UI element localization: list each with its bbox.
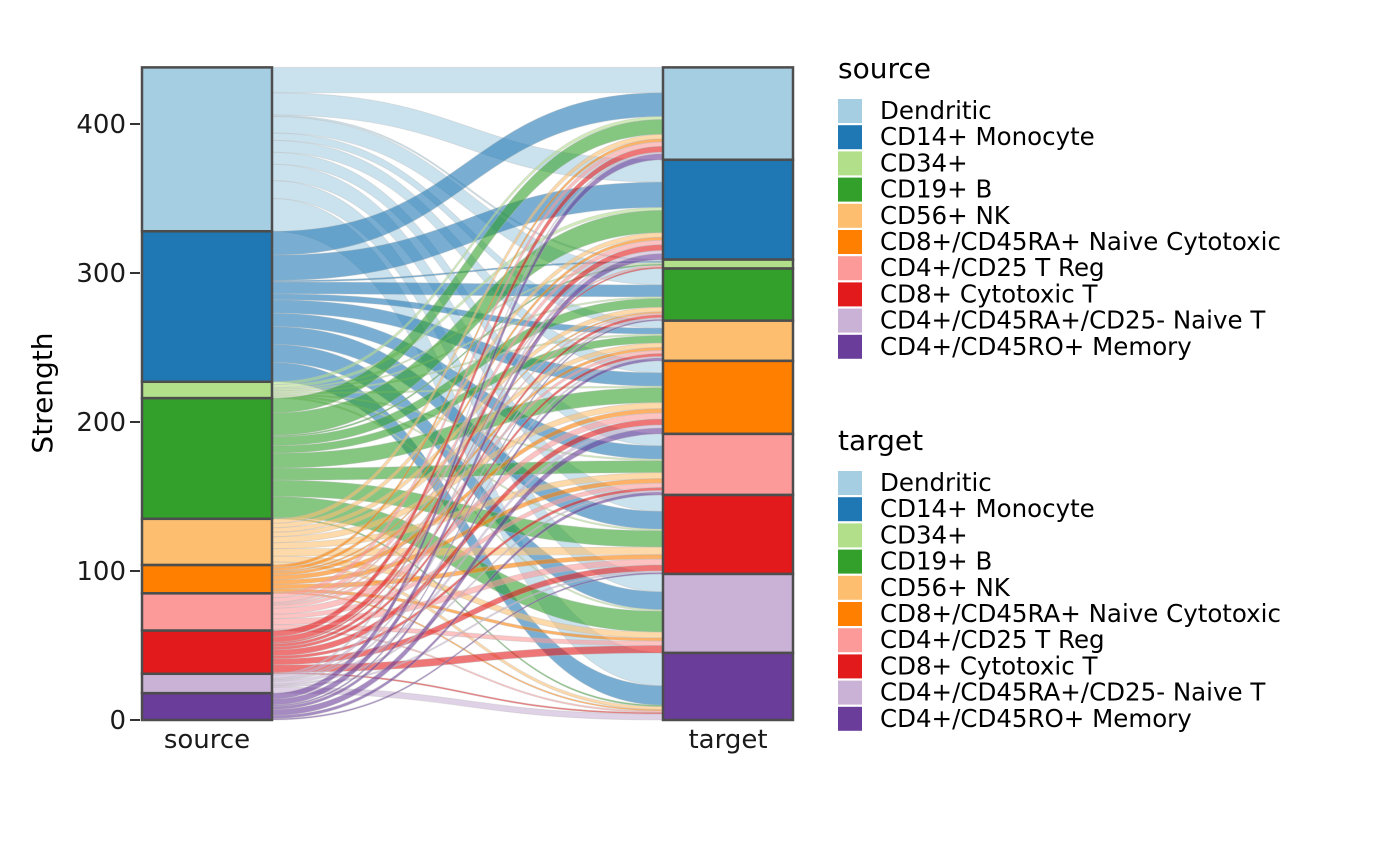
legend-target-label-cd14-monocyte: CD14+ Monocyte: [880, 494, 1095, 523]
legend-source-label-cd4-cd45ro-memory: CD4+/CD45RO+ Memory: [880, 332, 1192, 361]
legend-title-source: source: [838, 52, 931, 85]
source-stratum-dendritic: [140, 66, 274, 233]
legend-target-label-cd8-cd45ra-naive-cytotoxic: CD8+/CD45RA+ Naive Cytotoxic: [880, 599, 1281, 628]
legend-target-label-cd56-nk: CD56+ NK: [880, 573, 1011, 602]
legend-source-key-cd4-cd45ra-cd25-naive-t: [838, 308, 862, 333]
y-tick-label: 400: [76, 110, 126, 140]
legend-source-key-cd19-b: [838, 177, 862, 202]
legend-title-target: target: [838, 424, 923, 457]
legend-target-key-cd4-cd45ro-memory: [838, 706, 862, 731]
target-stratum-cd4-cd25-t-reg: [661, 432, 795, 497]
legend-source-label-cd8-cd45ra-naive-cytotoxic: CD8+/CD45RA+ Naive Cytotoxic: [880, 227, 1281, 256]
y-tick-label: 0: [109, 706, 126, 736]
legend-source-label-cd4-cd25-t-reg: CD4+/CD25 T Reg: [880, 253, 1105, 282]
target-stratum-cd34: [661, 258, 795, 270]
source-stratum-cd56-nk: [140, 517, 274, 567]
legend-target-label-cd34: CD34+: [880, 520, 968, 549]
source-stratum-cd19-b: [140, 396, 274, 521]
legend-source-label-cd19-b: CD19+ B: [880, 175, 992, 204]
legend-source-key-cd14-monocyte: [838, 125, 862, 150]
legend-source-key-cd4-cd45ro-memory: [838, 334, 862, 359]
source-stratum-cd8-cytotoxic-t: [140, 629, 274, 676]
legend-source-label-cd4-cd45ra-cd25-naive-t: CD4+/CD45RA+/CD25- Naive T: [880, 306, 1266, 335]
legend-target-label-cd19-b: CD19+ B: [880, 547, 992, 576]
legend-target-key-cd4-cd45ra-cd25-naive-t: [838, 680, 862, 705]
target-stratum-cd4-cd45ra-cd25-naive-t: [661, 572, 795, 655]
x-tick-label-source: source: [164, 725, 250, 755]
flow-dendritic-to-dendritic: [271, 66, 664, 94]
legend-source-label-cd8-cytotoxic-t: CD8+ Cytotoxic T: [880, 279, 1098, 308]
legend-target-key-cd14-monocyte: [838, 497, 862, 522]
strata-layer: [140, 66, 795, 722]
legend-source-label-cd56-nk: CD56+ NK: [880, 201, 1011, 230]
legend-target-key-cd56-nk: [838, 575, 862, 600]
legend-target-key-cd8-cytotoxic-t: [838, 654, 862, 679]
legend-source-key-dendritic: [838, 99, 862, 123]
target-stratum-cd8-cd45ra-naive-cytotoxic: [661, 359, 795, 436]
legend-target-key-cd19-b: [838, 549, 862, 574]
legend-target-label-dendritic: Dendritic: [880, 468, 992, 497]
source-stratum-cd4-cd45ra-cd25-naive-t: [140, 672, 274, 695]
y-tick-label: 300: [76, 259, 126, 289]
legend-target-key-dendritic: [838, 471, 862, 495]
legend-target-key-cd34: [838, 523, 862, 548]
legend-source-key-cd4-cd25-t-reg: [838, 256, 862, 281]
source-stratum-cd4-cd45ro-memory: [140, 691, 274, 722]
legend-source-key-cd8-cytotoxic-t: [838, 282, 862, 307]
target-stratum-cd56-nk: [661, 319, 795, 363]
legend-target-label-cd8-cytotoxic-t: CD8+ Cytotoxic T: [880, 651, 1098, 680]
target-stratum-dendritic: [661, 66, 795, 162]
y-axis-title: Strength: [26, 332, 59, 453]
legend-source-key-cd34: [838, 151, 862, 176]
y-axis: source target 0 100 200 300 400 Strength: [26, 110, 768, 755]
legend-target-key-cd8-cd45ra-naive-cytotoxic: [838, 602, 862, 626]
legend-source-label-cd14-monocyte: CD14+ Monocyte: [880, 122, 1095, 151]
source-stratum-cd8-cd45ra-naive-cytotoxic: [140, 563, 274, 595]
legend-target-label-cd4-cd25-t-reg: CD4+/CD25 T Reg: [880, 625, 1105, 654]
x-tick-label-target: target: [688, 725, 767, 755]
flows-layer: [271, 66, 664, 721]
legend-target-label-cd4-cd45ro-memory: CD4+/CD45RO+ Memory: [880, 704, 1192, 733]
source-stratum-cd4-cd25-t-reg: [140, 592, 274, 632]
y-tick-label: 200: [76, 408, 126, 438]
source-stratum-cd34: [140, 380, 274, 400]
legend-target-key-cd4-cd25-t-reg: [838, 628, 862, 653]
target-stratum-cd4-cd45ro-memory: [661, 651, 795, 722]
y-tick-label: 100: [76, 557, 126, 587]
legend-source-label-dendritic: Dendritic: [880, 96, 992, 125]
target-stratum-cd19-b: [661, 267, 795, 322]
target-stratum-cd14-monocyte: [661, 158, 795, 261]
source-stratum-cd14-monocyte: [140, 230, 274, 384]
legend-source-key-cd8-cd45ra-naive-cytotoxic: [838, 230, 862, 254]
legend-source-key-cd56-nk: [838, 203, 862, 228]
legend-source-label-cd34: CD34+: [880, 148, 968, 177]
target-stratum-cd8-cytotoxic-t: [661, 493, 795, 576]
legend-target-label-cd4-cd45ra-cd25-naive-t: CD4+/CD45RA+/CD25- Naive T: [880, 678, 1266, 707]
